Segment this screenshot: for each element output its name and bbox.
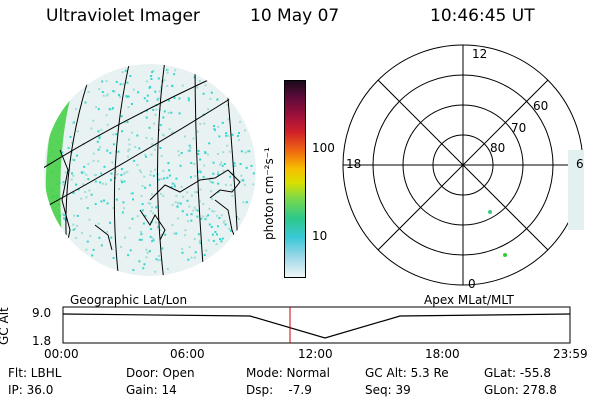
info-door: Door: Open [126,366,195,380]
colorbar-tick-10: 10 [312,229,328,243]
colorbar-tick-100: 100 [312,141,335,155]
lat-label-80: 80 [490,141,505,155]
apex-label: Apex MLat/MLT [424,293,514,307]
date-label: 10 May 07 [250,6,340,26]
info-dsp: Dsp: -7.9 [246,383,312,397]
alt-xtick-0600: 06:00 [170,347,205,361]
mlt-label-12: 12 [472,47,487,61]
info-gain: Gain: 14 [126,383,177,397]
lat-label-70: 70 [511,121,526,135]
info-mode: Mode: Normal [246,366,330,380]
info-ip: IP: 36.0 [8,383,54,397]
alt-xtick-0000: 00:00 [44,347,79,361]
lat-label-60: 60 [533,99,548,113]
instrument-title: Ultraviolet Imager [46,6,200,26]
info-seq: Seq: 39 [365,383,411,397]
info-gc-alt: GC Alt: 5.3 Re [365,366,449,380]
info-glon: GLon: 278.8 [484,383,557,397]
alt-xtick-2359: 23:59 [553,347,588,361]
alt-ytick-1.8: 1.8 [32,334,51,348]
alt-ytick-9: 9.0 [32,306,51,320]
mlt-label-18: 18 [346,157,361,171]
time-label: 10:46:45 UT [430,6,535,26]
alt-ylabel: GC Alt [0,307,11,345]
mlt-label-6: 6 [576,157,584,171]
mlt-label-0: 0 [468,277,476,291]
geographic-label: Geographic Lat/Lon [70,293,188,307]
alt-xtick-1800: 18:00 [425,347,460,361]
info-filter: Flt: LBHL [8,366,62,380]
color-scale-bar [284,80,306,278]
info-glat: GLat: -55.8 [484,366,551,380]
alt-xtick-1200: 12:00 [298,347,333,361]
